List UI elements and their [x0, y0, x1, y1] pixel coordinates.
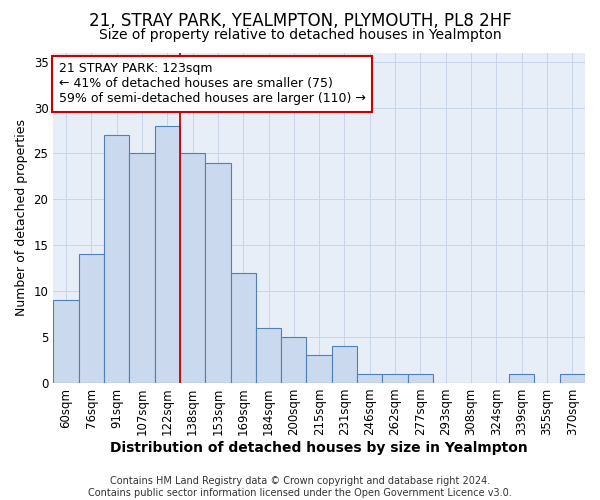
- Text: Size of property relative to detached houses in Yealmpton: Size of property relative to detached ho…: [98, 28, 502, 42]
- Bar: [382, 374, 408, 383]
- Bar: [230, 273, 256, 383]
- Text: 21 STRAY PARK: 123sqm
← 41% of detached houses are smaller (75)
59% of semi-deta: 21 STRAY PARK: 123sqm ← 41% of detached …: [59, 62, 365, 106]
- Bar: [180, 154, 205, 383]
- Text: 21, STRAY PARK, YEALMPTON, PLYMOUTH, PL8 2HF: 21, STRAY PARK, YEALMPTON, PLYMOUTH, PL8…: [89, 12, 511, 30]
- Bar: [281, 337, 307, 383]
- Bar: [307, 356, 332, 383]
- Bar: [104, 135, 129, 383]
- Bar: [205, 162, 230, 383]
- X-axis label: Distribution of detached houses by size in Yealmpton: Distribution of detached houses by size …: [110, 441, 528, 455]
- Bar: [408, 374, 433, 383]
- Bar: [509, 374, 535, 383]
- Bar: [53, 300, 79, 383]
- Bar: [256, 328, 281, 383]
- Bar: [155, 126, 180, 383]
- Text: Contains HM Land Registry data © Crown copyright and database right 2024.
Contai: Contains HM Land Registry data © Crown c…: [88, 476, 512, 498]
- Y-axis label: Number of detached properties: Number of detached properties: [15, 119, 28, 316]
- Bar: [560, 374, 585, 383]
- Bar: [332, 346, 357, 383]
- Bar: [79, 254, 104, 383]
- Bar: [129, 154, 155, 383]
- Bar: [357, 374, 382, 383]
